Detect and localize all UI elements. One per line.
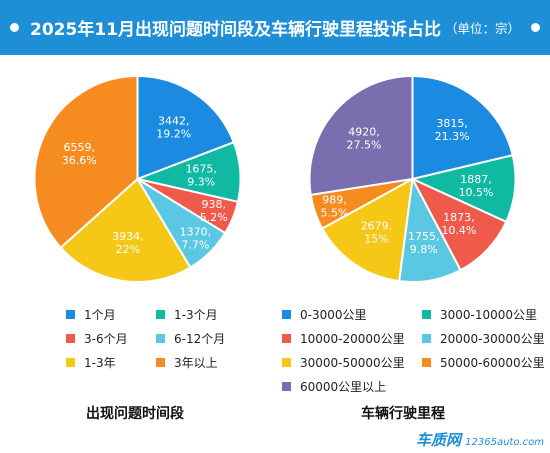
data-label: 1887, 10.5% [459, 173, 494, 199]
legend-item: 1个月 [66, 306, 116, 323]
data-label-value: 1873, [443, 211, 475, 224]
data-label: 1675, 9.3% [185, 163, 217, 189]
data-label-value: 1675, [185, 163, 217, 176]
legend-swatch [282, 334, 291, 343]
legend-swatch [282, 382, 291, 391]
data-label-percent: 5.5% [321, 207, 349, 220]
data-label-percent: 10.4% [441, 224, 476, 237]
legend-item: 10000-20000公里 [282, 330, 405, 347]
data-label-percent: 22% [116, 243, 140, 256]
legend-swatch [66, 310, 75, 319]
data-label-value: 3442, [158, 114, 190, 127]
data-label-percent: 9.3% [187, 176, 215, 189]
legend-label: 6-12个月 [174, 332, 226, 346]
legend-swatch [156, 310, 165, 319]
legend-swatch [422, 310, 431, 319]
legend-swatch [282, 358, 291, 367]
legend-item: 3000-10000公里 [422, 306, 537, 323]
watermark-brand: 车质网 [415, 431, 461, 449]
data-label: 938, 5.2% [200, 198, 228, 224]
data-label-value: 1887, [460, 173, 492, 186]
data-label: 1370, 7.7% [180, 226, 212, 252]
legend-label: 0-3000公里 [300, 308, 367, 322]
legend-swatch [422, 358, 431, 367]
data-label: 3934, 22% [112, 230, 144, 256]
data-label-value: 6559, [63, 141, 95, 154]
data-label-value: 3934, [112, 230, 144, 243]
data-label-percent: 9.8% [410, 243, 438, 256]
legend-label: 3000-10000公里 [440, 308, 538, 322]
pie-slice [320, 177, 414, 283]
legend-item: 50000-60000公里 [422, 354, 545, 371]
data-label: 1755, 9.8% [408, 230, 440, 256]
data-label-value: 1370, [180, 226, 212, 239]
data-label-value: 4920, [348, 125, 380, 138]
data-label-percent: 7.7% [181, 239, 209, 252]
watermark-url: 12365auto.com [465, 437, 544, 448]
data-label-percent: 5.2% [200, 211, 228, 224]
legend-label: 1-3个月 [174, 308, 218, 322]
pie-slice [33, 74, 139, 250]
legend-item: 30000-50000公里 [282, 354, 405, 371]
data-label-value: 989, [322, 194, 347, 207]
pie-slice [411, 74, 514, 181]
legend-item: 3-6个月 [66, 330, 128, 347]
header-bar [0, 0, 550, 55]
data-label-value: 3815, [436, 117, 468, 130]
data-label: 6559, 36.6% [62, 141, 97, 167]
legend-label: 30000-50000公里 [300, 356, 405, 370]
watermark: 车质网 12365auto.com [416, 429, 544, 450]
page-title: 2025年11月出现问题时间段及车辆行驶里程投诉占比 （单位：宗） [0, 0, 550, 55]
data-label: 3442, 19.2% [156, 114, 191, 140]
legend-swatch [66, 358, 75, 367]
legend-label: 20000-30000公里 [440, 332, 545, 346]
legend-item: 60000公里以上 [282, 378, 386, 395]
data-label-value: 2679, [361, 220, 393, 233]
legend-swatch [66, 334, 75, 343]
legend-label: 10000-20000公里 [300, 332, 405, 346]
data-label-value: 938, [202, 198, 227, 211]
legend-label: 1个月 [84, 308, 116, 322]
pie-chart-mileage: 3815, 21.3% 1887, 10.5% 1873, 10.4%1755, 9.8% 2… [308, 74, 517, 283]
data-label: 989, 5.5% [321, 194, 349, 220]
legend-item: 0-3000公里 [282, 306, 367, 323]
legend-item: 3年以上 [156, 354, 218, 371]
data-label: 2679, 15% [361, 220, 393, 246]
legend-swatch [422, 334, 431, 343]
data-label-percent: 21.3% [435, 130, 470, 143]
caption-mileage: 车辆行驶里程 [361, 406, 445, 422]
caption-time: 出现问题时间段 [86, 406, 184, 422]
pie-slice [136, 74, 236, 181]
legend-label: 50000-60000公里 [440, 356, 545, 370]
header-dot-left [10, 23, 19, 32]
legend-item: 1-3个月 [156, 306, 218, 323]
legend-label: 3-6个月 [84, 332, 128, 346]
legend-label: 3年以上 [174, 356, 218, 370]
pie-chart-time: 3442, 19.2%1675, 9.3%938, 5.2%1370, 7.7%3934… [33, 74, 242, 283]
header-dot-right [531, 23, 540, 32]
legend-item: 6-12个月 [156, 330, 225, 347]
legend-label: 1-3年 [84, 356, 116, 370]
legend-swatch [282, 310, 291, 319]
pie-slice [59, 177, 192, 283]
title-text: 2025年11月出现问题时间段及车辆行驶里程投诉占比 [30, 20, 441, 40]
legend-swatch [156, 334, 165, 343]
legend-item: 20000-30000公里 [422, 330, 545, 347]
data-label-value: 1755, [408, 230, 440, 243]
legend-item: 1-3年 [66, 354, 116, 371]
data-label-percent: 27.5% [347, 138, 382, 151]
legend-label: 60000公里以上 [300, 380, 387, 394]
legend-swatch [156, 358, 165, 367]
data-label-percent: 10.5% [459, 186, 494, 199]
data-label-percent: 36.6% [62, 154, 97, 167]
pie-slice [409, 154, 517, 224]
data-label-percent: 19.2% [156, 127, 191, 140]
data-label-percent: 15% [364, 233, 388, 246]
data-label: 1873, 10.4% [441, 211, 476, 237]
unit-text: （单位：宗） [444, 21, 520, 36]
pie-slice [308, 74, 414, 196]
data-label: 3815, 21.3% [435, 117, 470, 143]
data-label: 4920, 27.5% [347, 125, 382, 151]
